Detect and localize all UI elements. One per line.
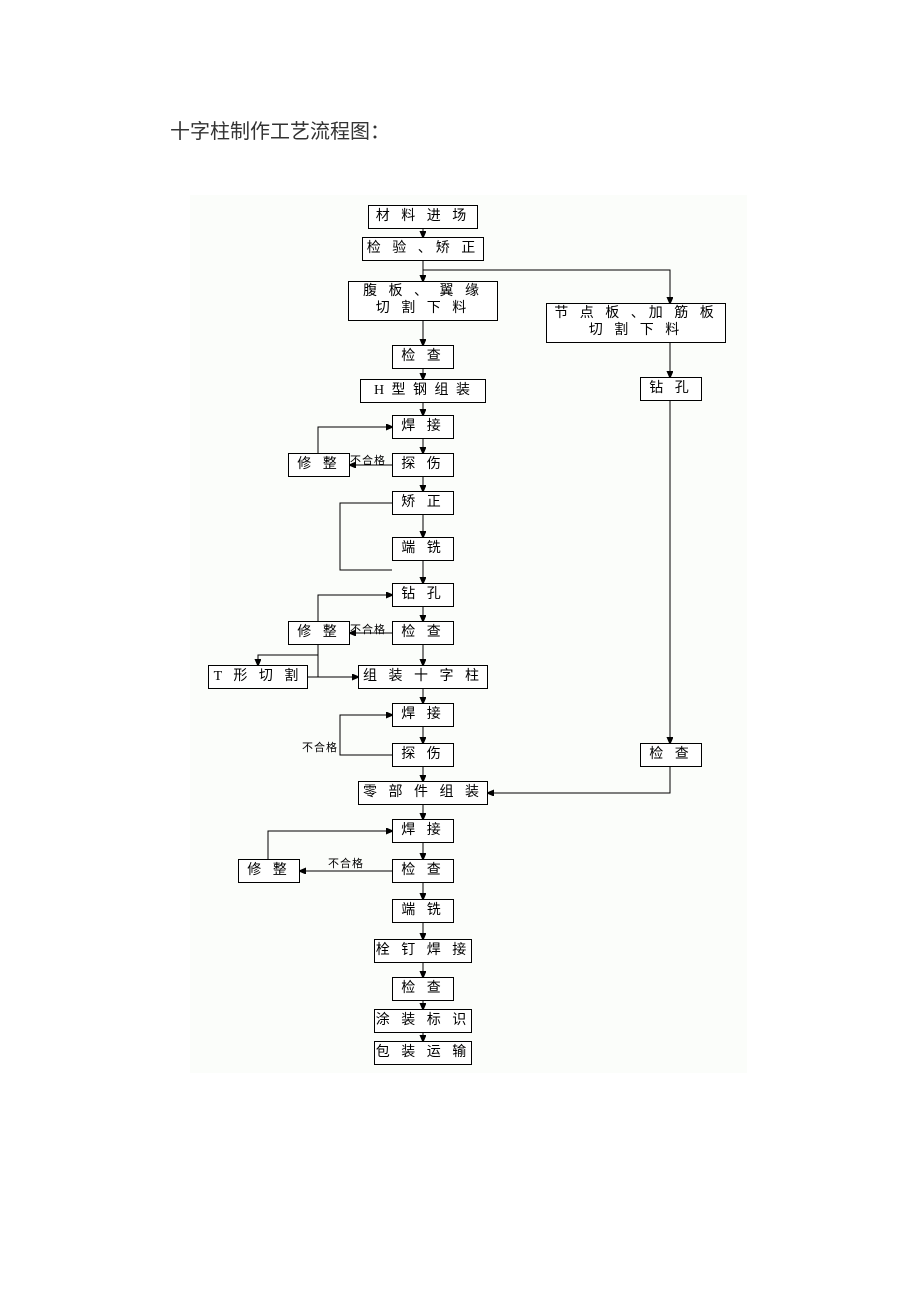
node-trim-3: 修 整 — [238, 859, 300, 883]
node-check-3: 检 查 — [640, 743, 702, 767]
label-fail-2: 不合格 — [350, 621, 386, 637]
node-weld-1: 焊 接 — [392, 415, 454, 439]
node-paint-mark: 涂 装 标 识 — [374, 1009, 472, 1033]
node-material-in: 材 料 进 场 — [368, 205, 478, 229]
page-title: 十字柱制作工艺流程图： — [170, 115, 390, 144]
node-web-flange-cut: 腹 板 、 翼 缘 切 割 下 料 — [348, 281, 498, 321]
node-trim-1: 修 整 — [288, 453, 350, 477]
node-flaw-1: 探 伤 — [392, 453, 454, 477]
node-pack-ship: 包 装 运 输 — [374, 1041, 472, 1065]
node-check-4: 检 查 — [392, 859, 454, 883]
node-parts-assembly: 零 部 件 组 装 — [358, 781, 488, 805]
node-weld-2: 焊 接 — [392, 703, 454, 727]
node-correct: 矫 正 — [392, 491, 454, 515]
node-weld-3: 焊 接 — [392, 819, 454, 843]
label-fail-3: 不合格 — [302, 739, 338, 755]
node-trim-2: 修 整 — [288, 621, 350, 645]
node-inspect-correct: 检 验 、矫 正 — [362, 237, 484, 261]
node-cross-assembly: 组 装 十 字 柱 — [358, 665, 488, 689]
node-gusset-cut: 节 点 板 、加 筋 板 切 割 下 料 — [546, 303, 726, 343]
node-check-1: 检 查 — [392, 345, 454, 369]
node-drill-2: 钻 孔 — [392, 583, 454, 607]
node-t-cut: T 形 切 割 — [208, 665, 308, 689]
node-check-5: 检 查 — [392, 977, 454, 1001]
node-endmill-2: 端 铣 — [392, 899, 454, 923]
node-h-assembly: H 型 钢 组 装 — [360, 379, 486, 403]
node-endmill-1: 端 铣 — [392, 537, 454, 561]
node-flaw-2: 探 伤 — [392, 743, 454, 767]
page: 十字柱制作工艺流程图： — [0, 0, 920, 1302]
node-drill-1: 钻 孔 — [640, 377, 702, 401]
node-check-2: 检 查 — [392, 621, 454, 645]
node-stud-weld: 栓 钉 焊 接 — [374, 939, 472, 963]
label-fail-4: 不合格 — [328, 855, 364, 871]
label-fail-1: 不合格 — [350, 452, 386, 468]
flowchart: 材 料 进 场 检 验 、矫 正 腹 板 、 翼 缘 切 割 下 料 节 点 板… — [190, 195, 747, 1073]
